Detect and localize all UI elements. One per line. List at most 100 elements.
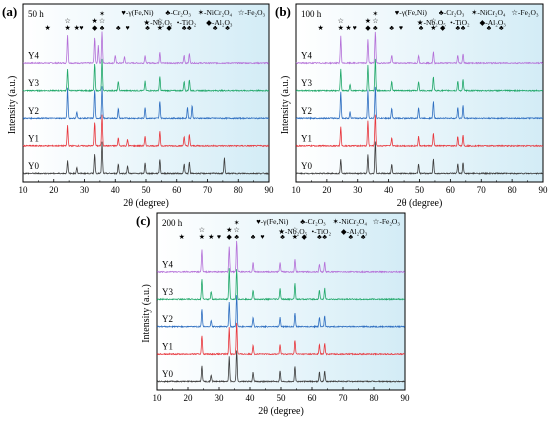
phase-marker: ♥ bbox=[353, 24, 357, 32]
legend-item: ★-Nb₂O₅ bbox=[143, 18, 172, 27]
series-line-y4 bbox=[295, 31, 543, 65]
series-line-y0 bbox=[295, 141, 544, 176]
legend-item: •-TiO₂ bbox=[312, 227, 332, 236]
phase-marker: ♣ bbox=[100, 24, 105, 32]
x-tick-label: 40 bbox=[384, 185, 394, 195]
phase-marker: ✶ bbox=[234, 219, 240, 227]
phase-marker: ☆ bbox=[430, 17, 436, 25]
phase-marker: ☆ bbox=[292, 226, 298, 234]
phase-marker: ★ bbox=[64, 24, 70, 32]
x-tick-label: 50 bbox=[142, 185, 152, 195]
phase-marker: ♣ bbox=[251, 233, 256, 241]
series-line-y2 bbox=[295, 86, 544, 120]
series-label-y4: Y4 bbox=[28, 51, 39, 61]
phase-marker: ★ bbox=[345, 24, 351, 32]
x-tick-label: 20 bbox=[49, 185, 59, 195]
phase-marker: ★ bbox=[226, 226, 232, 234]
series-label-y0: Y0 bbox=[301, 161, 312, 171]
legend-item: ★-Nb₂O₅ bbox=[417, 18, 446, 27]
phase-marker: ♣ bbox=[461, 24, 466, 32]
legend-item: ✶-NiCr₂O₄ bbox=[471, 8, 506, 17]
x-tick-label: 30 bbox=[80, 185, 90, 195]
x-tick-label: 90 bbox=[539, 185, 549, 195]
series-line-y4 bbox=[156, 240, 405, 274]
legend-item: •-TiO₂ bbox=[177, 18, 197, 27]
x-tick-label: 10 bbox=[153, 393, 163, 403]
series-line-y3 bbox=[22, 58, 270, 93]
series-label-y1: Y1 bbox=[162, 342, 173, 352]
phase-marker: ♥ bbox=[399, 24, 403, 32]
phase-marker: ☆ bbox=[372, 17, 378, 25]
phase-marker: ♣ bbox=[225, 24, 230, 32]
series-line-y1 bbox=[156, 322, 406, 356]
phase-marker: ☆ bbox=[338, 17, 344, 25]
phase-marker: ✶ bbox=[99, 10, 105, 18]
x-tick-label: 50 bbox=[277, 393, 287, 403]
phase-marker: ☆ bbox=[199, 226, 205, 234]
phase-marker: ♣ bbox=[389, 24, 394, 32]
legend-item: •-TiO₂ bbox=[450, 18, 470, 27]
x-tick-label: 90 bbox=[401, 393, 411, 403]
series-label-y2: Y2 bbox=[162, 314, 173, 324]
phase-marker: ♥ bbox=[217, 233, 221, 241]
x-tick-label: 50 bbox=[415, 185, 425, 195]
series-line-y3 bbox=[296, 58, 544, 93]
y-axis-label: Intensity (a.u.) bbox=[280, 76, 291, 135]
panel-label: (c) bbox=[136, 213, 150, 228]
series-line-y1 bbox=[295, 114, 544, 148]
series-label-y3: Y3 bbox=[28, 78, 39, 88]
legend-item: ✶-NiCr₂O₄ bbox=[333, 217, 368, 226]
legend: ♥-γ(Fe,Ni) ♣-Cr₂O₃ ✶-NiCr₂O₄ ☆-Fe₂O₃ ★-Nb₂O₅… bbox=[121, 8, 265, 27]
phase-marker: ♣ bbox=[116, 24, 121, 32]
legend-item: ◆-Al₂O₃ bbox=[341, 227, 368, 236]
phase-marker: ✶ bbox=[372, 10, 378, 18]
x-tick-label: 60 bbox=[446, 185, 456, 195]
phase-marker: ☆ bbox=[64, 17, 70, 25]
chart-panel-1: (b) 100 h ♥-γ(Fe,Ni) ♣-Cr₂O₃ ✶-NiCr₂O₄ ☆-Fe₂O… bbox=[275, 3, 549, 209]
legend-item: ♥-γ(Fe,Ni) bbox=[395, 8, 428, 17]
plot-background bbox=[157, 213, 405, 390]
x-axis-label: 2θ (degree) bbox=[123, 198, 169, 209]
plot-background bbox=[23, 4, 269, 182]
phase-marker: ★ bbox=[318, 24, 324, 32]
phase-marker: ◆ bbox=[440, 24, 446, 32]
series-label-y4: Y4 bbox=[162, 259, 173, 269]
legend: ♥-γ(Fe,Ni) ♣-Cr₂O₃ ✶-NiCr₂O₄ ☆-Fe₂O₃ ★-Nb₂O₅… bbox=[395, 8, 539, 27]
series-line-y0 bbox=[156, 350, 405, 384]
phase-marker: ★ bbox=[44, 24, 50, 32]
series-line-y3 bbox=[156, 268, 405, 301]
legend-item: ☆-Fe₂O₃ bbox=[511, 8, 539, 17]
phase-marker: ♣ bbox=[373, 24, 378, 32]
phase-marker: ♣ bbox=[499, 24, 504, 32]
x-tick-label: 80 bbox=[370, 393, 380, 403]
series-line-y1 bbox=[22, 114, 270, 148]
series-label-y2: Y2 bbox=[28, 106, 39, 116]
legend-item: ☆-Fe₂O₃ bbox=[238, 8, 266, 17]
phase-marker: ♣ bbox=[419, 24, 424, 32]
x-axis-label: 2θ (degree) bbox=[258, 406, 304, 417]
y-axis-label: Intensity (a.u.) bbox=[7, 76, 18, 135]
x-tick-label: 80 bbox=[508, 185, 518, 195]
legend-item: ♥-γ(Fe,Ni) bbox=[121, 8, 154, 17]
phase-marker: ♥ bbox=[125, 24, 129, 32]
x-tick-label: 90 bbox=[265, 185, 275, 195]
x-tick-label: 60 bbox=[172, 185, 182, 195]
series-line-y2 bbox=[156, 295, 405, 329]
phase-marker: ☆ bbox=[99, 17, 105, 25]
series-label-y3: Y3 bbox=[162, 287, 173, 297]
phase-marker: ◆ bbox=[365, 24, 371, 32]
phase-marker: ★ bbox=[199, 233, 205, 241]
chart-panel-0: (a) 50 h ♥-γ(Fe,Ni) ♣-Cr₂O₃ ✶-NiCr₂O₄ ☆-Fe₂O₃… bbox=[2, 3, 275, 209]
series-line-y0 bbox=[22, 141, 270, 176]
x-tick-label: 70 bbox=[339, 393, 349, 403]
time-label: 50 h bbox=[28, 9, 44, 19]
x-tick-label: 60 bbox=[308, 393, 318, 403]
x-tick-label: 10 bbox=[19, 185, 29, 195]
phase-marker: ♣ bbox=[348, 233, 353, 241]
phase-marker: ♣ bbox=[322, 233, 327, 241]
legend-item: ★-Nb₂O₅ bbox=[278, 227, 307, 236]
phase-marker: ★ bbox=[365, 17, 371, 25]
phase-marker: ◆ bbox=[302, 233, 308, 241]
time-label: 200 h bbox=[162, 218, 183, 228]
phase-marker: ♣ bbox=[487, 24, 492, 32]
